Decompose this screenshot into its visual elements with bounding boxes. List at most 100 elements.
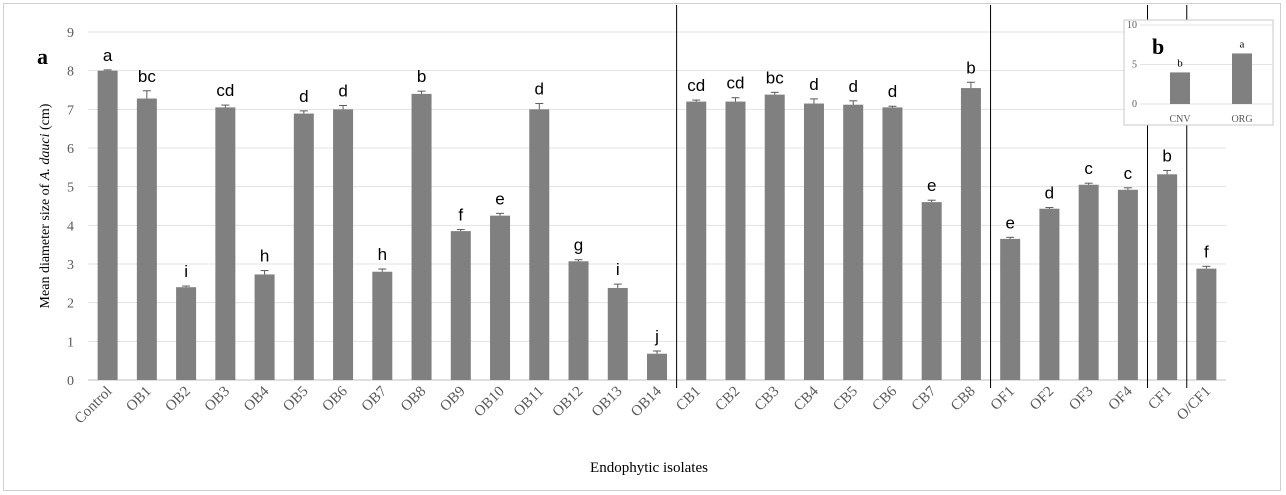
significance-letter: d	[1045, 184, 1054, 203]
bar	[764, 94, 785, 380]
inset-y-tick-label: 5	[1132, 60, 1137, 71]
bar	[1196, 268, 1217, 380]
x-tick-label: OB7	[359, 383, 391, 415]
y-tick-label: 7	[67, 103, 74, 118]
bar	[1117, 189, 1138, 380]
figure-frame	[3, 3, 1281, 491]
bar	[1157, 174, 1178, 380]
inset-bar	[1170, 72, 1190, 104]
x-tick-label: OB8	[398, 384, 429, 415]
y-tick-label: 6	[67, 142, 74, 157]
significance-letter: cd	[726, 74, 744, 93]
x-tick-label: OB6	[320, 383, 352, 415]
bar	[686, 101, 707, 380]
bar	[921, 202, 942, 380]
x-tick-label: CF1	[1145, 384, 1175, 414]
inset-y-tick-label: 10	[1127, 20, 1137, 31]
x-tick-label: O/CF1	[1174, 384, 1214, 424]
x-tick-label: CB4	[791, 383, 822, 414]
y-axis-title-prefix: Mean diameter size of	[38, 180, 53, 308]
bar	[843, 104, 864, 381]
bar	[176, 287, 197, 380]
significance-letter: e	[1005, 213, 1014, 232]
significance-letter: i	[184, 262, 188, 281]
x-tick-label: CB7	[909, 383, 940, 414]
x-tick-label: OB2	[163, 384, 194, 415]
x-tick-label: OB9	[437, 384, 468, 415]
inset-bar	[1232, 53, 1252, 104]
significance-letter: c	[1084, 159, 1093, 178]
bar	[411, 93, 432, 380]
significance-letter: cd	[687, 76, 705, 95]
y-axis-title: Mean diameter size of A. dauci (cm)	[38, 103, 53, 308]
significance-letter: bc	[766, 68, 784, 87]
y-tick-label: 0	[67, 374, 74, 389]
bar	[293, 113, 314, 380]
y-tick-label: 1	[67, 335, 74, 350]
x-tick-label: OB3	[202, 384, 233, 415]
x-tick-label: OF4	[1106, 383, 1137, 414]
significance-letter: e	[495, 189, 504, 208]
significance-letter: f	[1204, 242, 1209, 261]
significance-letter: j	[654, 327, 659, 346]
y-tick-label: 4	[67, 219, 74, 234]
inset-significance-letter: a	[1240, 38, 1245, 50]
x-tick-label: CB5	[830, 384, 861, 415]
inset-chart-b: 0 5 10 b CNV a ORG b	[1123, 19, 1274, 126]
significance-letter: d	[848, 77, 857, 96]
bar	[97, 70, 118, 381]
significance-letter: d	[338, 81, 347, 100]
significance-letter: i	[616, 260, 620, 279]
x-tick-label: OF3	[1066, 384, 1096, 414]
bar	[372, 271, 393, 380]
panel-b-label: b	[1152, 34, 1164, 59]
significance-letter: d	[888, 82, 897, 101]
x-tick-label: OB1	[123, 384, 154, 415]
inset-x-tick-label: ORG	[1231, 114, 1252, 125]
significance-letter: b	[417, 67, 426, 86]
y-tick-label: 9	[67, 26, 74, 41]
bar	[647, 353, 667, 380]
bar	[333, 109, 354, 380]
x-tick-label: Control	[72, 384, 116, 428]
inset-bars	[1170, 53, 1252, 104]
main-bars	[97, 69, 1217, 381]
x-tick-label: CB6	[870, 383, 901, 414]
y-tick-label: 5	[67, 181, 74, 196]
y-tick-label: 3	[67, 258, 74, 273]
x-axis-title: Endophytic isolates	[590, 460, 708, 476]
inset-x-tick-label: CNV	[1169, 114, 1191, 125]
x-tick-label: OB14	[628, 383, 665, 420]
inset-y-tick-label: 0	[1132, 99, 1137, 110]
main-gridlines	[88, 31, 1226, 381]
significance-letter: h	[378, 245, 387, 264]
y-axis-title-suffix: (cm)	[38, 103, 53, 133]
bar	[450, 231, 471, 380]
significance-letter: bc	[138, 67, 156, 86]
bar	[1039, 208, 1060, 380]
x-tick-label: OB5	[280, 384, 311, 415]
x-tick-label: OF2	[1027, 384, 1057, 414]
significance-letter: d	[809, 75, 818, 94]
x-tick-label: CB3	[752, 384, 783, 415]
bar	[529, 109, 550, 380]
x-tick-label: CB2	[713, 384, 744, 415]
bar	[882, 107, 903, 381]
significance-letter: h	[260, 247, 269, 266]
x-tick-label: OB11	[511, 384, 547, 420]
x-tick-label: OB4	[241, 383, 273, 415]
bar	[254, 274, 275, 380]
panel-a-label: a	[37, 44, 48, 69]
x-tick-label: OB10	[471, 384, 508, 421]
significance-letter: f	[458, 206, 463, 225]
inset-significance-letter: b	[1177, 57, 1183, 69]
significance-letter: a	[103, 46, 113, 65]
inset-labels: 0 5 10 b CNV a ORG	[1127, 20, 1253, 125]
significance-letter: d	[535, 80, 544, 99]
y-axis-title-species: A. dauci	[38, 133, 53, 181]
bar	[607, 287, 628, 380]
bar	[803, 103, 824, 381]
bar	[215, 107, 236, 381]
bar	[568, 261, 589, 380]
